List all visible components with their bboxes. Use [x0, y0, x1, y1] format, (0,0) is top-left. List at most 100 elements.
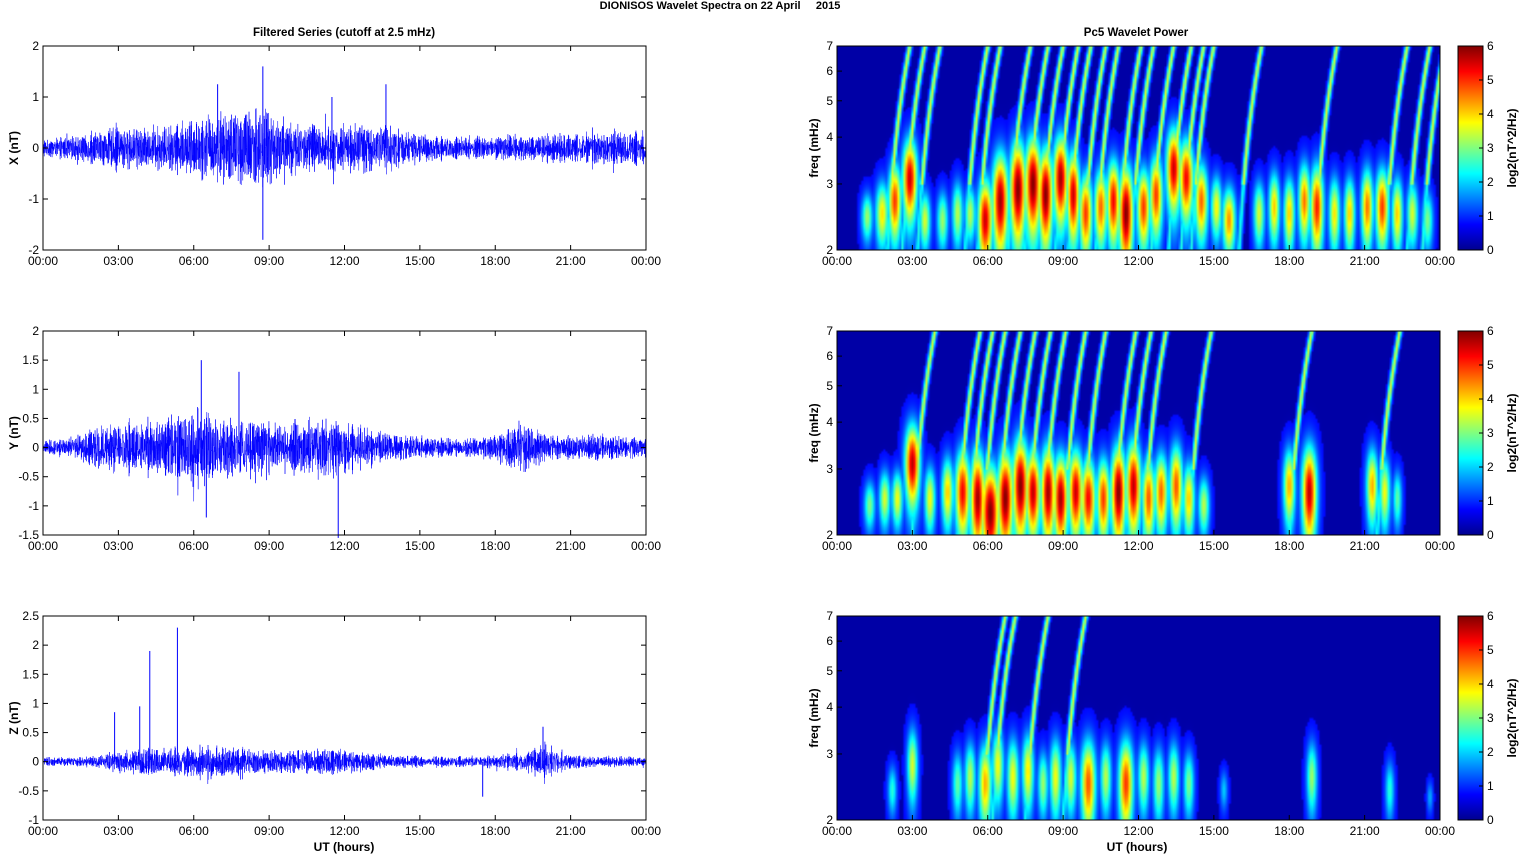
x-tick-label: 15:00	[405, 539, 435, 553]
x-tick-label: 00:00	[28, 539, 58, 553]
y-tick-label: 3	[826, 747, 833, 761]
y-tick-label: 6	[826, 64, 833, 78]
x-tick-label: 00:00	[1425, 539, 1455, 553]
y-tick-label: 5	[826, 379, 833, 393]
y-tick-label: -1.5	[18, 528, 39, 542]
right-xlabel: UT (hours)	[1107, 840, 1168, 854]
y-tick-label: 3	[826, 177, 833, 191]
colorbar-tick-label: 0	[1487, 243, 1494, 257]
y-tick-label: 0.5	[22, 726, 39, 740]
x-tick-label: 21:00	[1350, 254, 1380, 268]
x-tick-label: 00:00	[822, 539, 852, 553]
y-tick-label: 6	[826, 634, 833, 648]
y-tick-label: 0	[32, 441, 39, 455]
y-tick-label: 2	[32, 39, 39, 53]
y-tick-label: 6	[826, 349, 833, 363]
y-tick-label: 2	[826, 243, 833, 257]
x-tick-label: 06:00	[973, 824, 1003, 838]
x-tick-label: 06:00	[973, 254, 1003, 268]
y-tick-label: 2.5	[22, 609, 39, 623]
spectrum-image	[837, 331, 1440, 535]
y-tick-label: 7	[826, 324, 833, 338]
x-tick-label: 15:00	[1199, 254, 1229, 268]
y-tick-label: 5	[826, 664, 833, 678]
x-tick-label: 21:00	[1350, 824, 1380, 838]
colorbar-label: log2(nT^2/Hz)	[1505, 678, 1519, 757]
x-tick-label: 15:00	[1199, 824, 1229, 838]
x-tick-label: 21:00	[556, 824, 586, 838]
colorbar-tick-label: 4	[1487, 107, 1494, 121]
x-tick-label: 09:00	[254, 824, 284, 838]
colorbar-tick-label: 3	[1487, 141, 1494, 155]
y-tick-label: -0.5	[18, 784, 39, 798]
x-tick-label: 06:00	[179, 824, 209, 838]
colorbar-tick-label: 6	[1487, 609, 1494, 623]
y-tick-label: 7	[826, 609, 833, 623]
y-tick-label: 4	[826, 415, 833, 429]
x-tick-label: 03:00	[103, 254, 133, 268]
y-tick-label: 0	[32, 755, 39, 769]
colorbar-label: log2(nT^2/Hz)	[1505, 108, 1519, 187]
colorbar	[1457, 615, 1484, 821]
colorbar-tick-label: 4	[1487, 392, 1494, 406]
trace-line	[42, 407, 647, 502]
x-tick-label: 12:00	[329, 254, 359, 268]
x-tick-label: 21:00	[556, 539, 586, 553]
y-tick-label: -1	[28, 499, 39, 513]
x-tick-label: 18:00	[480, 254, 510, 268]
y-tick-label: 2	[826, 528, 833, 542]
x-tick-label: 03:00	[897, 539, 927, 553]
y-tick-label: 5	[826, 94, 833, 108]
x-tick-label: 18:00	[1274, 254, 1304, 268]
x-tick-label: 06:00	[179, 539, 209, 553]
x-tick-label: 03:00	[103, 539, 133, 553]
left-xlabel: UT (hours)	[314, 840, 375, 854]
colorbar-tick-label: 2	[1487, 175, 1494, 189]
x-tick-label: 12:00	[1123, 824, 1153, 838]
x-tick-label: 00:00	[1425, 824, 1455, 838]
colorbar-tick-label: 1	[1487, 494, 1494, 508]
spectrum-image	[837, 616, 1440, 820]
colorbar-tick-label: 3	[1487, 711, 1494, 725]
y-tick-label: 0.5	[22, 411, 39, 425]
x-tick-label: 06:00	[973, 539, 1003, 553]
y-tick-label: 1	[32, 90, 39, 104]
x-tick-label: 03:00	[103, 824, 133, 838]
x-tick-label: 00:00	[631, 539, 661, 553]
plot-area	[43, 616, 646, 820]
x-tick-label: 18:00	[480, 539, 510, 553]
y-tick-label: -1	[28, 813, 39, 827]
x-tick-label: 06:00	[179, 254, 209, 268]
colorbar-tick-label: 6	[1487, 39, 1494, 53]
x-tick-label: 15:00	[405, 254, 435, 268]
colorbar-tick-label: 5	[1487, 358, 1494, 372]
spectrum-image	[837, 46, 1440, 250]
x-tick-label: 21:00	[556, 254, 586, 268]
colorbar-tick-label: 0	[1487, 813, 1494, 827]
x-tick-label: 03:00	[897, 254, 927, 268]
trace-line	[42, 741, 647, 784]
y-tick-label: 1	[32, 382, 39, 396]
x-tick-label: 12:00	[329, 539, 359, 553]
figure-title: DIONISOS Wavelet Spectra on 22 April 201…	[600, 0, 841, 12]
colorbar-tick-label: 6	[1487, 324, 1494, 338]
y-axis-label: Z (nT)	[7, 701, 21, 734]
y-axis-label: freq (mHz)	[807, 688, 821, 747]
x-tick-label: 09:00	[1048, 539, 1078, 553]
y-tick-label: 1.5	[22, 353, 39, 367]
colorbar-tick-label: 2	[1487, 745, 1494, 759]
y-axis-label: Y (nT)	[7, 416, 21, 450]
colorbar-tick-label: 1	[1487, 779, 1494, 793]
series-panel-x: 210-1-200:00 03:00 06:00 09:00 12:00 15:00 18:…	[7, 39, 661, 268]
colorbar-tick-label: 3	[1487, 426, 1494, 440]
y-tick-label: -2	[28, 243, 39, 257]
x-tick-label: 00:00	[631, 824, 661, 838]
plot-area	[43, 331, 646, 535]
x-tick-label: 12:00	[329, 824, 359, 838]
colorbar-tick-label: 4	[1487, 677, 1494, 691]
colorbar-tick-label: 5	[1487, 643, 1494, 657]
